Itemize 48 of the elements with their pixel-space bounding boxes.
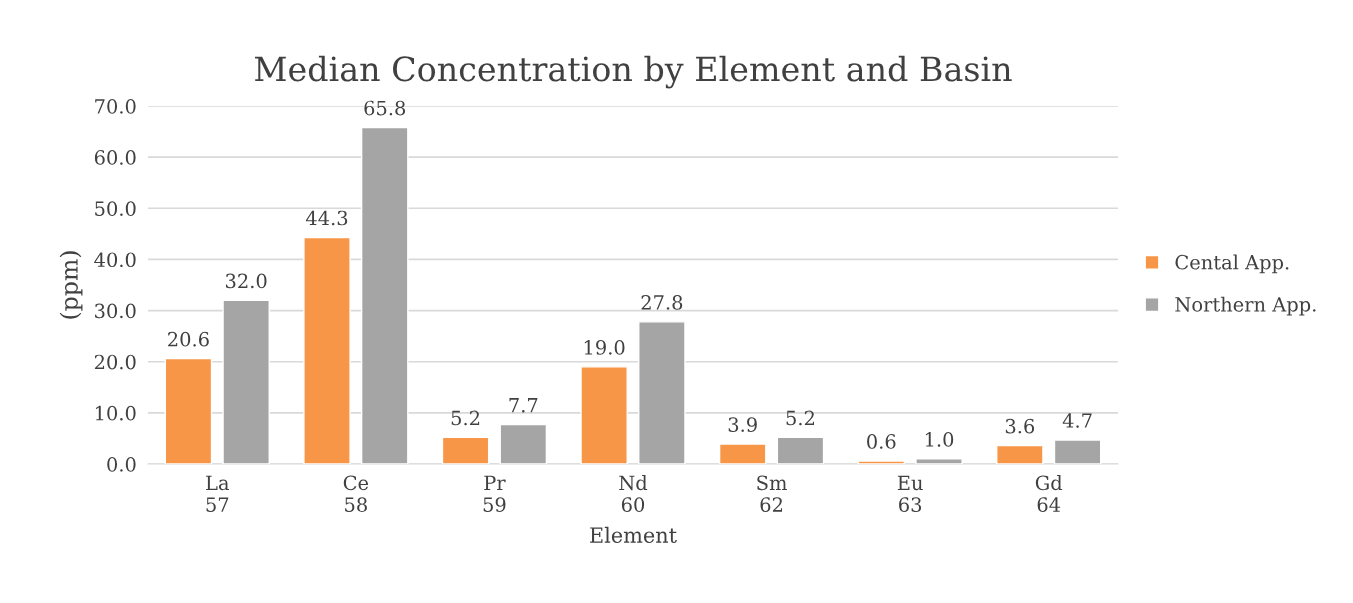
- data-label: 0.6: [867, 434, 896, 449]
- data-label: 5.2: [786, 410, 814, 426]
- data-label: 5.2: [451, 410, 480, 426]
- y-tick-label: 60.0: [94, 150, 136, 165]
- y-tick-label: 10.0: [95, 405, 136, 421]
- bar: [718, 443, 767, 464]
- legend-label: Northern App.: [1175, 296, 1316, 316]
- bar: [441, 436, 490, 464]
- y-tick-label: 50.0: [95, 201, 136, 216]
- data-label: 1.0: [925, 432, 954, 447]
- x-tick-label: Sm 62: [757, 475, 787, 512]
- data-label: 65.8: [364, 100, 406, 116]
- x-tick-label: Ce 58: [343, 475, 369, 512]
- bar: [638, 321, 686, 464]
- x-tick-label: La 57: [206, 475, 229, 512]
- y-tick-label: 40.0: [94, 252, 136, 268]
- bar: [360, 126, 409, 464]
- data-label: 32.0: [225, 273, 267, 289]
- data-label: 27.8: [641, 295, 683, 310]
- bar: [996, 444, 1044, 464]
- x-tick-label: Gd 64: [1035, 475, 1063, 512]
- data-label: 3.9: [728, 417, 757, 432]
- chart-title: Median Concentration by Element and Basin: [255, 55, 1012, 89]
- y-tick-label: 30.0: [95, 303, 136, 319]
- bar: [164, 357, 213, 464]
- data-label: 7.7: [509, 398, 538, 413]
- x-tick-label: Eu 63: [897, 475, 923, 512]
- data-label: 20.6: [168, 331, 209, 347]
- x-axis-title: Element: [590, 526, 677, 543]
- y-axis-title: (ppm): [59, 251, 83, 319]
- bar: [222, 299, 270, 464]
- bar: [499, 423, 548, 464]
- data-label: 19.0: [584, 340, 625, 355]
- data-label: 3.6: [1005, 418, 1035, 434]
- x-tick-label: Pr 59: [483, 475, 506, 512]
- y-tick-label: 0.0: [107, 456, 136, 472]
- x-tick-label: Nd 60: [619, 475, 648, 512]
- bar: [915, 458, 963, 464]
- data-label: 4.7: [1062, 413, 1092, 428]
- bar: [303, 236, 351, 464]
- bar: [857, 460, 906, 464]
- bar: [1053, 439, 1102, 464]
- bar: [580, 366, 628, 464]
- bar: [776, 436, 825, 464]
- y-tick-label: 20.0: [94, 354, 136, 370]
- legend-label: Cental App.: [1175, 254, 1289, 274]
- y-tick-label: 70.0: [95, 98, 136, 114]
- data-label: 44.3: [305, 210, 348, 226]
